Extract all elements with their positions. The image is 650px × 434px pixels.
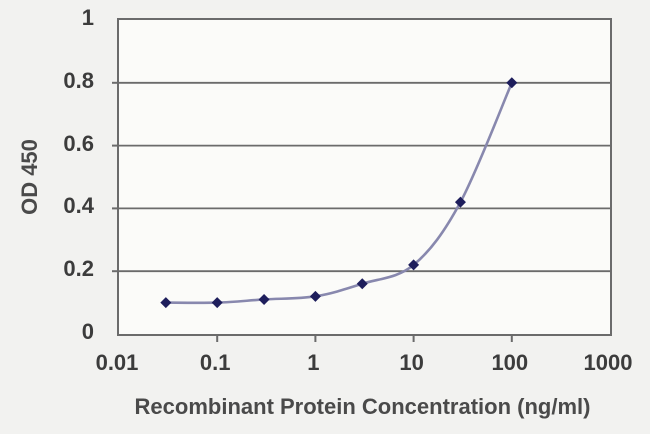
y-tick-label-0.6: 0.6	[63, 130, 94, 156]
line-chart-canvas	[112, 77, 610, 342]
data-point-marker-100	[506, 77, 518, 89]
y-tick-label-0.2: 0.2	[63, 256, 94, 282]
series-line	[165, 82, 513, 305]
x-tick-label-0.1: 0.1	[199, 350, 231, 375]
x-tick-label-10: 10	[399, 350, 424, 375]
data-point-marker-0.3	[258, 293, 270, 305]
data-point-marker-1	[309, 290, 321, 302]
y-tick-label-1: 1	[81, 5, 94, 30]
y-tick-label-0.4: 0.4	[63, 193, 94, 219]
y-tick-label-0: 0	[81, 319, 94, 344]
x-tick-label-1: 1	[307, 350, 320, 375]
y-axis-title: OD 450	[17, 139, 42, 215]
x-tick-label-1000: 1000	[583, 350, 633, 375]
y-tick-label-0.8: 0.8	[63, 67, 94, 93]
plot-area	[112, 18, 612, 342]
data-point-marker-30	[454, 196, 466, 208]
x-tick-label-0.01: 0.01	[95, 350, 139, 375]
x-tick-label-100: 100	[491, 350, 529, 375]
data-point-marker-0.1	[211, 297, 223, 309]
x-axis-title: Recombinant Protein Concentration (ng/ml…	[134, 394, 591, 419]
data-point-marker-0.03	[160, 297, 172, 309]
data-point-marker-10	[408, 259, 420, 271]
data-point-marker-3	[356, 278, 368, 290]
